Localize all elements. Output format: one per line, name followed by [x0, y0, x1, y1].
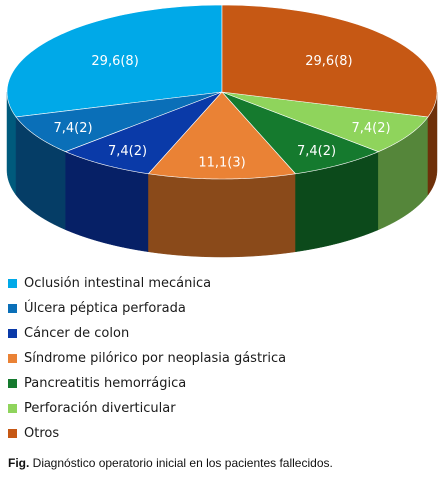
- pie-slice: [221, 91, 380, 175]
- pie-data-label: 29,6(8): [305, 54, 352, 69]
- pie-data-label: 7,4(2): [108, 144, 147, 159]
- legend: Oclusión intestinal mecánica Úlcera pépt…: [8, 271, 286, 446]
- pie-slice: [64, 91, 223, 175]
- pie-slice: [15, 91, 223, 153]
- legend-item: Síndrome pilórico por neoplasia gástrica: [8, 346, 286, 371]
- legend-item: Cáncer de colon: [8, 321, 286, 346]
- caption-text: Diagnóstico operatorio inicial en los pa…: [29, 456, 333, 470]
- pie-data-label: 7,4(2): [297, 144, 336, 159]
- pie-chart: 29,6(8) 7,4(2) 7,4(2) 11,1(3) 7,4(2) 7,4(2) 29…: [6, 4, 438, 258]
- legend-label: Úlcera péptica perforada: [24, 301, 186, 316]
- legend-swatch: [8, 354, 17, 363]
- caption-prefix: Fig.: [8, 456, 30, 470]
- legend-item: Perforación diverticular: [8, 396, 286, 421]
- figure-caption: Fig. Diagnóstico operatorio inicial en l…: [8, 456, 333, 470]
- pie-side-wall: [148, 173, 296, 258]
- legend-swatch: [8, 379, 17, 388]
- legend-swatch: [8, 329, 17, 338]
- legend-label: Síndrome pilórico por neoplasia gástrica: [24, 351, 287, 366]
- pie-top-faces: [6, 4, 438, 180]
- legend-item: Úlcera péptica perforada: [8, 296, 286, 321]
- pie-side-walls: [6, 91, 438, 258]
- legend-label: Perforación diverticular: [24, 401, 176, 416]
- pie-data-labels: 29,6(8) 7,4(2) 7,4(2) 11,1(3) 7,4(2) 7,4(2) 29…: [53, 54, 390, 171]
- legend-item: Oclusión intestinal mecánica: [8, 271, 286, 296]
- pie-slice: [6, 4, 223, 118]
- legend-item: Otros: [8, 421, 286, 446]
- pie-data-label: 29,6(8): [91, 54, 138, 69]
- pie-data-label: 7,4(2): [53, 121, 92, 136]
- legend-swatch: [8, 404, 17, 413]
- pie-data-label: 11,1(3): [198, 156, 245, 171]
- legend-label: Cáncer de colon: [24, 326, 130, 341]
- legend-label: Otros: [24, 426, 60, 441]
- legend-swatch: [8, 279, 17, 288]
- legend-swatch: [8, 304, 17, 313]
- legend-swatch: [8, 429, 17, 438]
- legend-item: Pancreatitis hemorrágica: [8, 371, 286, 396]
- legend-label: Pancreatitis hemorrágica: [24, 376, 187, 391]
- pie-data-label: 7,4(2): [351, 121, 390, 136]
- pie-slice: [221, 4, 438, 118]
- pie-slice: [221, 91, 429, 153]
- pie-slice: [147, 91, 297, 180]
- legend-label: Oclusión intestinal mecánica: [24, 276, 212, 291]
